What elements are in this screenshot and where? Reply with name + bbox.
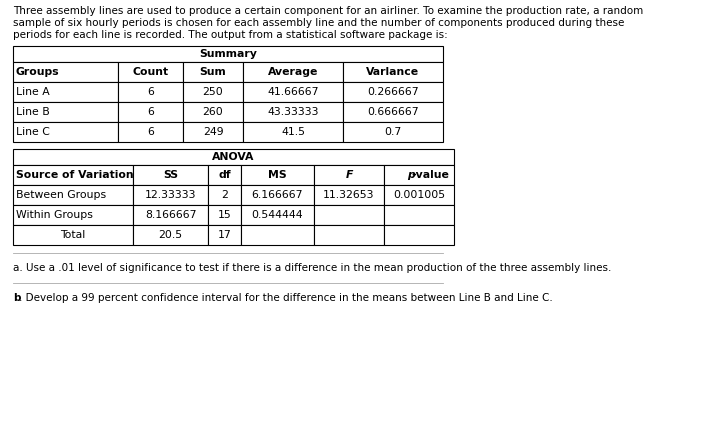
Bar [243,82,343,102]
Bar [183,122,243,142]
Text: . Develop a 99 percent confidence interval for the difference in the means betwe: . Develop a 99 percent confidence interv… [19,293,553,303]
Bar [13,102,118,122]
Text: Line A: Line A [16,87,50,97]
Bar [13,225,133,245]
Text: Summary: Summary [199,49,257,59]
Bar [243,102,343,122]
Bar [241,225,314,245]
Bar [343,122,443,142]
Bar [118,62,183,82]
Bar [243,62,343,82]
Text: sample of six hourly periods is chosen for each assembly line and the number of : sample of six hourly periods is chosen f… [13,18,624,28]
Text: Within Groups: Within Groups [16,210,93,220]
Text: Count: Count [132,67,168,77]
Text: Total: Total [60,230,86,240]
Text: 0.544444: 0.544444 [252,210,303,220]
Text: Line B: Line B [16,107,50,117]
Bar [118,102,183,122]
Text: b: b [13,293,20,303]
Text: Line C: Line C [16,127,50,137]
Text: p: p [407,170,415,180]
Text: 0.7: 0.7 [384,127,402,137]
Bar [133,225,208,245]
Bar [183,82,243,102]
Text: 6: 6 [147,87,154,97]
Bar [133,205,208,225]
Text: Source of Variation: Source of Variation [16,170,134,180]
Text: MS: MS [268,170,287,180]
Bar [343,82,443,102]
Bar [13,122,118,142]
Bar [118,82,183,102]
Text: 11.32653: 11.32653 [323,190,374,200]
Text: 20.5: 20.5 [158,230,183,240]
Text: 2: 2 [221,190,228,200]
Text: 260: 260 [202,107,223,117]
Bar [208,165,241,185]
Text: 17: 17 [217,230,231,240]
Text: SS: SS [163,170,178,180]
Text: 6: 6 [147,127,154,137]
Bar [133,185,208,205]
Text: 6: 6 [147,107,154,117]
Text: df: df [218,170,231,180]
Bar [13,82,118,102]
Bar [243,122,343,142]
Bar [183,102,243,122]
Bar [241,185,314,205]
Text: Average: Average [268,67,318,77]
Bar [13,185,133,205]
Bar [314,185,384,205]
Bar [13,62,118,82]
Bar [384,185,454,205]
Text: a. Use a .01 level of significance to test if there is a difference in the mean : a. Use a .01 level of significance to te… [13,263,611,273]
Bar [241,205,314,225]
Text: 0.266667: 0.266667 [367,87,419,97]
Bar [314,205,384,225]
Text: ANOVA: ANOVA [212,152,255,162]
Bar [133,165,208,185]
Text: periods for each line is recorded. The output from a statistical software packag: periods for each line is recorded. The o… [13,30,448,40]
Text: Sum: Sum [199,67,226,77]
Bar [183,62,243,82]
Text: -value: -value [411,170,449,180]
Bar [208,185,241,205]
Text: Groups: Groups [16,67,60,77]
Bar [118,122,183,142]
Bar [13,46,443,62]
Text: Varlance: Varlance [366,67,420,77]
Bar [384,205,454,225]
Text: 0.666667: 0.666667 [367,107,419,117]
Bar [384,225,454,245]
Bar [208,225,241,245]
Text: F: F [346,170,353,180]
Bar [314,225,384,245]
Bar [343,102,443,122]
Bar [384,165,454,185]
Text: 43.33333: 43.33333 [267,107,319,117]
Text: 8.166667: 8.166667 [145,210,197,220]
Text: 41.5: 41.5 [281,127,305,137]
Text: 6.166667: 6.166667 [252,190,303,200]
Text: Between Groups: Between Groups [16,190,106,200]
Text: 0.001005: 0.001005 [393,190,445,200]
Text: 249: 249 [203,127,223,137]
Text: 41.66667: 41.66667 [267,87,319,97]
Bar [343,62,443,82]
Bar [241,165,314,185]
Text: 15: 15 [217,210,231,220]
Text: 250: 250 [202,87,223,97]
Bar [208,205,241,225]
Text: Three assembly lines are used to produce a certain component for an airliner. To: Three assembly lines are used to produce… [13,6,643,16]
Bar [13,149,454,165]
Bar [13,165,133,185]
Bar [13,205,133,225]
Text: 12.33333: 12.33333 [145,190,197,200]
Bar [314,165,384,185]
